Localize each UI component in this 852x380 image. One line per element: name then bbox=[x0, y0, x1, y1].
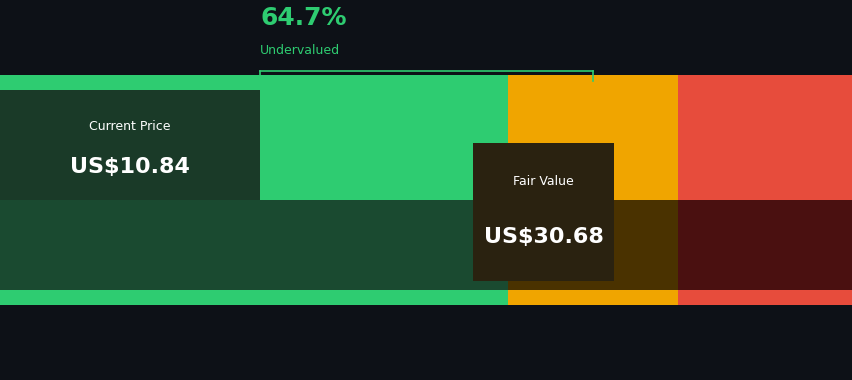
Bar bbox=[0, 200, 507, 290]
Bar bbox=[507, 200, 677, 290]
Bar bbox=[507, 185, 677, 200]
Bar bbox=[507, 90, 677, 185]
Text: US$30.68: US$30.68 bbox=[483, 227, 603, 247]
Bar bbox=[0, 90, 260, 200]
Bar bbox=[677, 75, 852, 90]
Bar bbox=[677, 200, 852, 290]
Bar bbox=[677, 185, 852, 200]
Bar bbox=[677, 290, 852, 305]
Text: Fair Value: Fair Value bbox=[513, 176, 573, 188]
Bar bbox=[507, 75, 677, 90]
Bar bbox=[0, 90, 507, 185]
Text: 64.7%: 64.7% bbox=[260, 6, 346, 30]
Text: US$10.84: US$10.84 bbox=[70, 157, 190, 177]
Bar bbox=[507, 290, 677, 305]
Bar bbox=[0, 75, 507, 90]
Bar bbox=[0, 290, 507, 305]
Bar bbox=[473, 144, 613, 281]
Text: Undervalued: Undervalued bbox=[260, 44, 340, 57]
Bar bbox=[677, 90, 852, 185]
Text: Current Price: Current Price bbox=[89, 120, 170, 133]
Bar bbox=[0, 185, 507, 200]
